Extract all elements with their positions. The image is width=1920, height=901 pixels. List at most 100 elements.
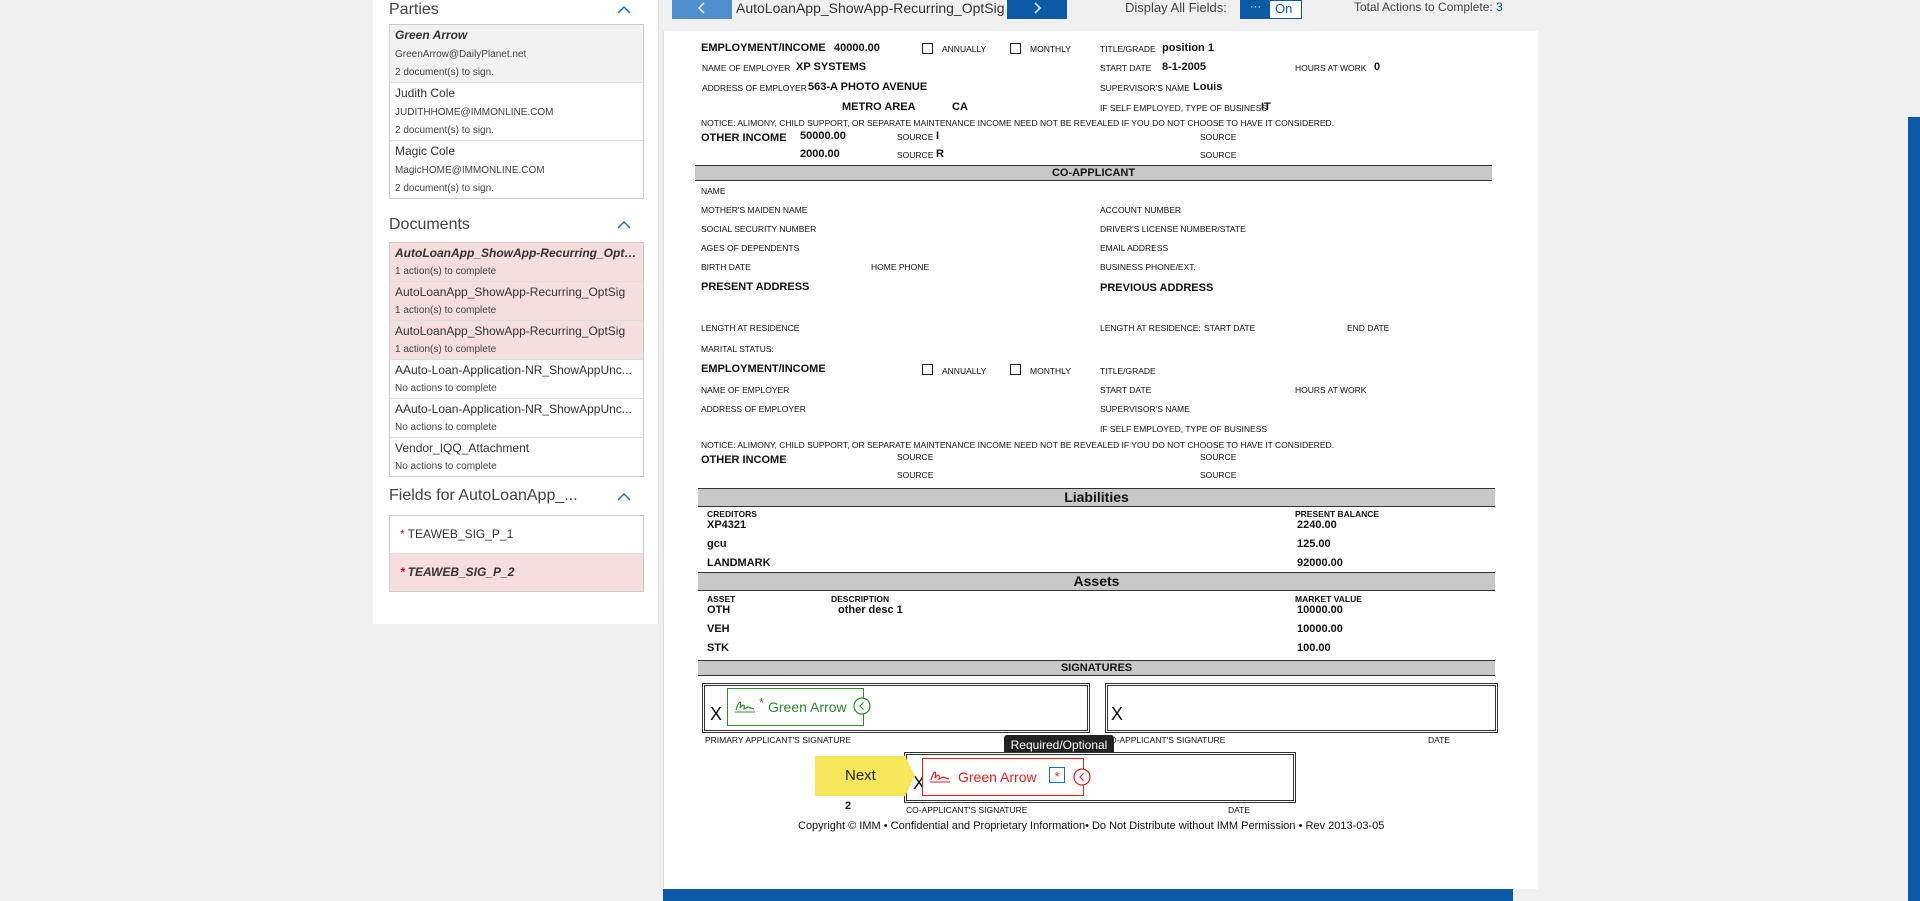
hours-value: 0 — [1374, 61, 1381, 73]
document-item[interactable]: AAuto-Loan-Application-NR_ShowAppUnc... … — [390, 399, 643, 438]
required-marker: * — [759, 695, 765, 710]
title-grade-label: TITLE/GRADE — [1100, 366, 1156, 376]
end-date-label: END DATE — [1347, 323, 1390, 333]
balance-column: PRESENT BALANCE — [1295, 509, 1380, 519]
field-item[interactable]: * TEAWEB_SIG_P_1 — [390, 516, 643, 554]
employer-label: NAME OF EMPLOYER — [702, 63, 791, 73]
party-item[interactable]: Magic Cole MagicHOME@IMMONLINE.COM 2 doc… — [390, 141, 643, 198]
creditor-name: XP4321 — [707, 519, 747, 531]
document-name: AAuto-Loan-Application-NR_ShowAppUnc... — [395, 402, 632, 416]
parties-list: Green Arrow GreenArrow@DailyPlanet.net 2… — [389, 24, 644, 199]
start-date-label: START DATE — [1100, 385, 1152, 395]
creditor-name: LANDMARK — [707, 557, 771, 569]
income-value: 40000.00 — [834, 42, 880, 54]
start-date-label: START DATE — [1204, 323, 1256, 333]
chevron-left-circle-icon[interactable] — [1073, 768, 1091, 786]
source-label: SOURCE — [1200, 150, 1237, 160]
source-label: SOURCE — [897, 150, 934, 160]
party-status: 2 document(s) to sign. — [395, 183, 494, 194]
chevron-up-icon[interactable] — [616, 489, 632, 505]
source-label: SOURCE — [897, 452, 934, 462]
parties-title: Parties — [389, 1, 439, 18]
party-name: Magic Cole — [395, 144, 456, 158]
maiden-name-label: MOTHER'S MAIDEN NAME — [701, 205, 808, 215]
document-item[interactable]: AutoLoanApp_ShowApp-Recurring_OptSig 1 a… — [390, 282, 643, 321]
document-name: AAuto-Loan-Application-NR_ShowAppUnc... — [395, 363, 632, 377]
toggle-on-label: On — [1275, 1, 1293, 16]
required-toggle[interactable]: * — [1049, 767, 1065, 784]
prev-document-button[interactable] — [672, 0, 732, 19]
notice-text: NOTICE: ALIMONY, CHILD SUPPORT, OR SEPAR… — [701, 440, 1335, 450]
total-actions-count: 3 — [1496, 0, 1503, 14]
start-date-label: START DATE — [1100, 63, 1152, 73]
document-status: No actions to complete — [395, 422, 497, 433]
title-grade-value: position 1 — [1162, 42, 1214, 54]
self-employed-value: IT — [1261, 101, 1271, 113]
display-all-fields-label: Display All Fields: — [1125, 0, 1227, 15]
creditor-balance: 92000.00 — [1297, 557, 1343, 569]
document-item[interactable]: Vendor_IQQ_Attachment No actions to comp… — [390, 438, 643, 476]
annually-label: ANNUALLY — [942, 366, 987, 376]
party-item[interactable]: Judith Cole JUDITHHOME@IMMONLINE.COM 2 d… — [390, 83, 643, 141]
co-applicant-signature-label: CO-APPLICANT'S SIGNATURE — [906, 805, 1028, 815]
chevron-up-icon[interactable] — [616, 217, 632, 233]
party-email: JUDITHHOME@IMMONLINE.COM — [395, 107, 554, 118]
monthly-checkbox[interactable] — [1010, 364, 1021, 375]
city-value: METRO AREA — [842, 101, 916, 113]
monthly-checkbox[interactable] — [1010, 43, 1021, 54]
date-label: DATE — [1428, 735, 1451, 745]
copyright-text: Copyright © IMM • Confidential and Propr… — [798, 820, 1385, 832]
signature-field-1[interactable]: * Green Arrow — [727, 688, 864, 726]
party-email: MagicHOME@IMMONLINE.COM — [395, 165, 545, 176]
chevron-up-icon[interactable] — [616, 2, 632, 18]
documents-list: AutoLoanApp_ShowApp-Recurring_OptSig 1 a… — [389, 242, 644, 477]
dependents-label: AGES OF DEPENDENTS — [701, 243, 800, 253]
documents-title: Documents — [389, 216, 470, 233]
license-label: DRIVER'S LICENSE NUMBER/STATE — [1100, 224, 1246, 234]
other-income-header: OTHER INCOME — [701, 132, 787, 144]
document-name: Vendor_IQQ_Attachment — [395, 441, 530, 455]
primary-signature-label: PRIMARY APPLICANT'S SIGNATURE — [705, 735, 852, 745]
employment-header: EMPLOYMENT/INCOME — [701, 363, 826, 375]
signature-pen-icon — [930, 771, 950, 783]
chevron-left-circle-icon[interactable] — [853, 697, 871, 715]
email-label: EMAIL ADDRESS — [1100, 243, 1169, 253]
document-page: EMPLOYMENT/INCOME 40000.00 ANNUALLY MONT… — [663, 31, 1538, 889]
next-document-button[interactable] — [1007, 0, 1067, 19]
field-item[interactable]: * TEAWEB_SIG_P_2 — [390, 554, 643, 591]
document-item[interactable]: AAuto-Loan-Application-NR_ShowAppUnc... … — [390, 360, 643, 399]
asset-value: 10000.00 — [1297, 604, 1343, 616]
notice-text: NOTICE: ALIMONY, CHILD SUPPORT, OR SEPAR… — [701, 118, 1335, 128]
self-employed-label: IF SELF EMPLOYED, TYPE OF BUSINESS — [1100, 103, 1268, 113]
previous-address-label: PREVIOUS ADDRESS — [1100, 282, 1214, 294]
description-column: DESCRIPTION — [831, 594, 890, 604]
party-status: 2 document(s) to sign. — [395, 125, 494, 136]
other-income-amount: 2000.00 — [800, 148, 840, 160]
document-item[interactable]: AutoLoanApp_ShowApp-Recurring_OptSig 1 a… — [390, 321, 643, 360]
creditor-balance: 125.00 — [1297, 538, 1331, 550]
next-field-button[interactable]: Next — [815, 756, 915, 796]
sidebar: Parties Green Arrow GreenArrow@DailyPlan… — [373, 0, 659, 624]
display-all-toggle[interactable]: ··· On — [1240, 0, 1302, 19]
date-label: DATE — [1228, 805, 1251, 815]
document-item[interactable]: AutoLoanApp_ShowApp-Recurring_OptSig 1 a… — [390, 243, 643, 282]
field-label: TEAWEB_SIG_P_2 — [407, 565, 515, 579]
horizontal-scrollbar[interactable] — [663, 886, 1513, 901]
length-residence-prev-label: LENGTH AT RESIDENCE: — [1100, 323, 1201, 333]
employer-value: XP SYSTEMS — [796, 61, 867, 73]
document-name: AutoLoanApp_ShowApp-Recurring_OptSig — [395, 246, 638, 260]
document-name: AutoLoanApp_ShowApp-Recurring_OptSig — [395, 324, 626, 338]
signature-field-2[interactable]: Green Arrow * — [922, 758, 1084, 796]
party-item[interactable]: Green Arrow GreenArrow@DailyPlanet.net 2… — [390, 25, 643, 83]
employer-label: NAME OF EMPLOYER — [701, 385, 790, 395]
annually-checkbox[interactable] — [922, 364, 933, 375]
birth-date-label: BIRTH DATE — [701, 262, 751, 272]
asset-value: 100.00 — [1297, 642, 1331, 654]
asset-description: other desc 1 — [838, 604, 903, 616]
annually-checkbox[interactable] — [922, 43, 933, 54]
market-value-column: MARKET VALUE — [1295, 594, 1362, 604]
page-scrollbar[interactable] — [1908, 117, 1920, 901]
hours-label: HOURS AT WORK — [1295, 385, 1367, 395]
signature-x-mark: X — [710, 704, 723, 724]
signature-pen-icon — [735, 701, 755, 713]
